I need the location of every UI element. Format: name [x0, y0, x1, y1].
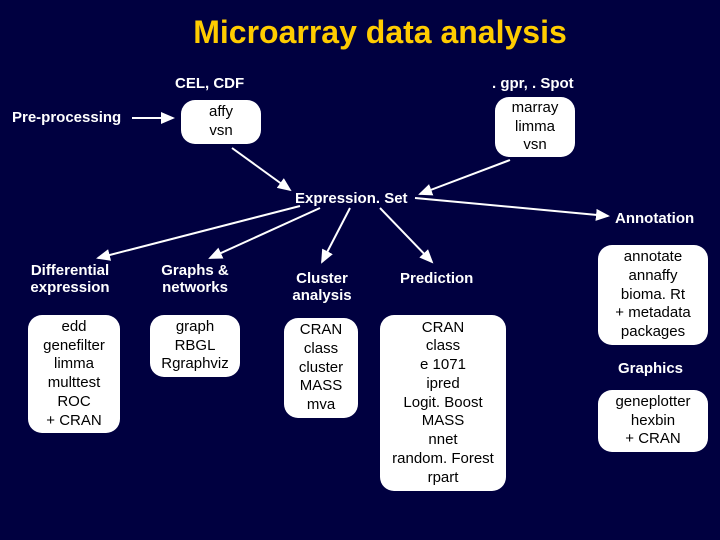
box-cran-cluster: CRAN class cluster MASS mva: [284, 318, 358, 418]
box-edd-text: edd genefilter limma multtest ROC + CRAN: [36, 318, 112, 431]
box-marray: marray limma vsn: [495, 97, 575, 157]
box-cran-prediction-text: CRAN class e 1071 ipred Logit. Boost MAS…: [388, 319, 498, 488]
arrow-expset-diff: [98, 206, 300, 258]
box-affy: affy vsn: [181, 100, 261, 144]
box-cran-prediction: CRAN class e 1071 ipred Logit. Boost MAS…: [380, 315, 506, 491]
box-graph: graph RBGL Rgraphviz: [150, 315, 240, 377]
label-graphics: Graphics: [618, 360, 683, 377]
arrow-expset-pred: [380, 208, 432, 262]
arrow-expset-annotation: [415, 198, 608, 216]
box-marray-text: marray limma vsn: [503, 99, 567, 155]
label-diffexpr: Differential expression: [20, 262, 120, 296]
arrow-expset-cluster: [322, 208, 350, 262]
page-title: Microarray data analysis: [0, 0, 720, 51]
label-graphs: Graphs & networks: [150, 262, 240, 296]
box-geneplotter: geneplotter hexbin + CRAN: [598, 390, 708, 452]
arrow-affy-expset: [232, 148, 290, 190]
label-cel: CEL, CDF: [175, 75, 244, 92]
arrow-marray-expset: [420, 160, 510, 194]
box-annotate-text: annotate annaffy bioma. Rt + metadata pa…: [606, 248, 700, 342]
box-edd: edd genefilter limma multtest ROC + CRAN: [28, 315, 120, 433]
arrow-expset-graphs: [210, 208, 320, 258]
label-prediction: Prediction: [400, 270, 473, 287]
box-cran-cluster-text: CRAN class cluster MASS mva: [292, 321, 350, 415]
box-geneplotter-text: geneplotter hexbin + CRAN: [606, 393, 700, 449]
label-annotation: Annotation: [615, 210, 694, 227]
label-preproc: Pre-processing: [12, 109, 121, 126]
label-expset: Expression. Set: [295, 190, 408, 207]
box-affy-text: affy vsn: [189, 103, 253, 141]
box-graph-text: graph RBGL Rgraphviz: [158, 318, 232, 374]
label-cluster: Cluster analysis: [282, 270, 362, 304]
label-gpr: . gpr, . Spot: [492, 75, 574, 92]
box-annotate: annotate annaffy bioma. Rt + metadata pa…: [598, 245, 708, 345]
